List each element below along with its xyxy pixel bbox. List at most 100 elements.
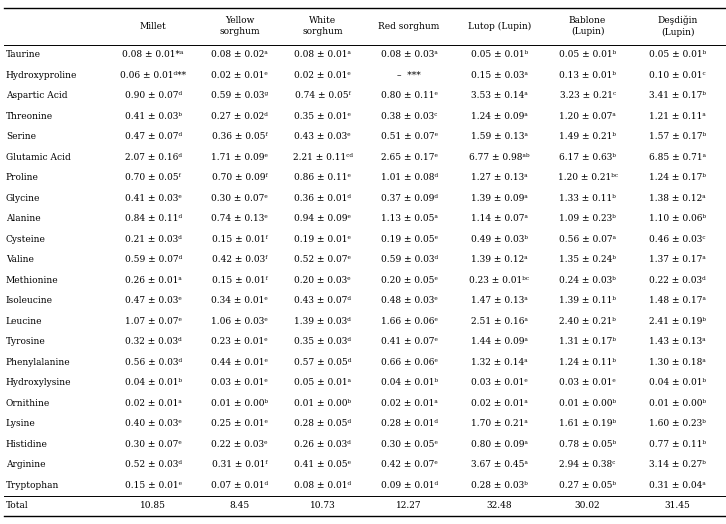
Text: 0.26 ± 0.01ᵃ: 0.26 ± 0.01ᵃ — [125, 276, 182, 285]
Text: 0.41 ± 0.07ᵉ: 0.41 ± 0.07ᵉ — [380, 337, 438, 346]
Text: 0.24 ± 0.03ᵇ: 0.24 ± 0.03ᵇ — [559, 276, 616, 285]
Text: 0.02 ± 0.01ᵉ: 0.02 ± 0.01ᵉ — [294, 71, 351, 80]
Text: 32.48: 32.48 — [486, 501, 512, 510]
Text: 0.80 ± 0.09ᵃ: 0.80 ± 0.09ᵃ — [470, 440, 528, 449]
Text: 1.44 ± 0.09ᵃ: 1.44 ± 0.09ᵃ — [470, 337, 528, 346]
Text: 1.39 ± 0.11ᵇ: 1.39 ± 0.11ᵇ — [559, 297, 616, 305]
Text: 1.49 ± 0.21ᵇ: 1.49 ± 0.21ᵇ — [559, 133, 616, 141]
Text: 0.56 ± 0.03ᵈ: 0.56 ± 0.03ᵈ — [125, 358, 182, 367]
Text: 0.32 ± 0.03ᵈ: 0.32 ± 0.03ᵈ — [125, 337, 182, 346]
Text: Hydroxyproline: Hydroxyproline — [6, 71, 77, 80]
Text: 1.24 ± 0.17ᵇ: 1.24 ± 0.17ᵇ — [649, 173, 706, 182]
Text: 0.77 ± 0.11ᵇ: 0.77 ± 0.11ᵇ — [649, 440, 706, 449]
Text: 0.02 ± 0.01ᵃ: 0.02 ± 0.01ᵃ — [471, 399, 528, 408]
Text: Tryptophan: Tryptophan — [6, 481, 60, 490]
Text: Red sorghum: Red sorghum — [378, 22, 440, 31]
Text: 0.94 ± 0.09ᵉ: 0.94 ± 0.09ᵉ — [294, 214, 351, 223]
Text: 0.08 ± 0.02ᵃ: 0.08 ± 0.02ᵃ — [211, 50, 268, 60]
Text: Phenylalanine: Phenylalanine — [6, 358, 70, 367]
Text: 1.31 ± 0.17ᵇ: 1.31 ± 0.17ᵇ — [559, 337, 616, 346]
Text: Glycine: Glycine — [6, 194, 40, 203]
Text: 1.61 ± 0.19ᵇ: 1.61 ± 0.19ᵇ — [559, 419, 616, 429]
Text: 1.47 ± 0.13ᵃ: 1.47 ± 0.13ᵃ — [471, 297, 528, 305]
Text: 0.04 ± 0.01ᵇ: 0.04 ± 0.01ᵇ — [380, 378, 438, 387]
Text: Millet: Millet — [140, 22, 166, 31]
Text: 2.65 ± 0.17ᵉ: 2.65 ± 0.17ᵉ — [380, 153, 438, 162]
Text: 0.74 ± 0.13ᵉ: 0.74 ± 0.13ᵉ — [211, 214, 268, 223]
Text: 0.35 ± 0.01ᵉ: 0.35 ± 0.01ᵉ — [294, 112, 351, 121]
Text: 0.09 ± 0.01ᵈ: 0.09 ± 0.01ᵈ — [380, 481, 438, 490]
Text: 0.23 ± 0.01ᵉ: 0.23 ± 0.01ᵉ — [211, 337, 268, 346]
Text: 6.17 ± 0.63ᵇ: 6.17 ± 0.63ᵇ — [559, 153, 616, 162]
Text: Cysteine: Cysteine — [6, 235, 46, 244]
Text: 0.20 ± 0.05ᵉ: 0.20 ± 0.05ᵉ — [380, 276, 438, 285]
Text: 0.10 ± 0.01ᶜ: 0.10 ± 0.01ᶜ — [649, 71, 706, 80]
Text: Histidine: Histidine — [6, 440, 48, 449]
Text: 0.01 ± 0.00ᵇ: 0.01 ± 0.00ᵇ — [211, 399, 269, 408]
Text: 0.28 ± 0.03ᵇ: 0.28 ± 0.03ᵇ — [471, 481, 528, 490]
Text: Taurine: Taurine — [6, 50, 41, 60]
Text: 0.30 ± 0.05ᵉ: 0.30 ± 0.05ᵉ — [380, 440, 438, 449]
Text: 0.59 ± 0.03ᵈ: 0.59 ± 0.03ᵈ — [380, 256, 438, 265]
Text: 0.28 ± 0.01ᵈ: 0.28 ± 0.01ᵈ — [380, 419, 438, 429]
Text: 1.07 ± 0.07ᵉ: 1.07 ± 0.07ᵉ — [125, 317, 182, 326]
Text: 6.85 ± 0.71ᵃ: 6.85 ± 0.71ᵃ — [649, 153, 706, 162]
Text: 1.27 ± 0.13ᵃ: 1.27 ± 0.13ᵃ — [471, 173, 528, 182]
Text: 0.74 ± 0.05ᶠ: 0.74 ± 0.05ᶠ — [295, 92, 351, 101]
Text: 0.15 ± 0.01ᶠ: 0.15 ± 0.01ᶠ — [212, 276, 268, 285]
Text: 1.38 ± 0.12ᵃ: 1.38 ± 0.12ᵃ — [649, 194, 706, 203]
Text: 3.53 ± 0.14ᵃ: 3.53 ± 0.14ᵃ — [471, 92, 528, 101]
Text: 0.51 ± 0.07ᵉ: 0.51 ± 0.07ᵉ — [380, 133, 438, 141]
Text: 0.19 ± 0.01ᵉ: 0.19 ± 0.01ᵉ — [294, 235, 351, 244]
Text: 0.02 ± 0.01ᵃ: 0.02 ± 0.01ᵃ — [125, 399, 182, 408]
Text: 0.41 ± 0.03ᵇ: 0.41 ± 0.03ᵇ — [125, 112, 182, 121]
Text: 0.66 ± 0.06ᵉ: 0.66 ± 0.06ᵉ — [380, 358, 438, 367]
Text: Arginine: Arginine — [6, 461, 45, 470]
Text: 1.48 ± 0.17ᵃ: 1.48 ± 0.17ᵃ — [649, 297, 706, 305]
Text: 0.04 ± 0.01ᵇ: 0.04 ± 0.01ᵇ — [649, 378, 706, 387]
Text: 0.03 ± 0.01ᵉ: 0.03 ± 0.01ᵉ — [471, 378, 528, 387]
Text: 1.70 ± 0.21ᵃ: 1.70 ± 0.21ᵃ — [471, 419, 528, 429]
Text: 0.44 ± 0.01ᵉ: 0.44 ± 0.01ᵉ — [211, 358, 268, 367]
Text: 0.41 ± 0.03ᵉ: 0.41 ± 0.03ᵉ — [125, 194, 182, 203]
Text: 0.03 ± 0.01ᵉ: 0.03 ± 0.01ᵉ — [559, 378, 616, 387]
Text: 0.22 ± 0.03ᵉ: 0.22 ± 0.03ᵉ — [211, 440, 268, 449]
Text: Ornithine: Ornithine — [6, 399, 50, 408]
Text: 1.37 ± 0.17ᵃ: 1.37 ± 0.17ᵃ — [649, 256, 706, 265]
Text: 0.05 ± 0.01ᵃ: 0.05 ± 0.01ᵃ — [294, 378, 351, 387]
Text: 0.43 ± 0.07ᵈ: 0.43 ± 0.07ᵈ — [294, 297, 351, 305]
Text: 0.86 ± 0.11ᵉ: 0.86 ± 0.11ᵉ — [294, 173, 351, 182]
Text: 0.43 ± 0.03ᵉ: 0.43 ± 0.03ᵉ — [294, 133, 351, 141]
Text: Aspartic Acid: Aspartic Acid — [6, 92, 68, 101]
Text: 0.20 ± 0.03ᵉ: 0.20 ± 0.03ᵉ — [294, 276, 351, 285]
Text: 1.60 ± 0.23ᵇ: 1.60 ± 0.23ᵇ — [649, 419, 706, 429]
Text: Deşdiğin
(Lupin): Deşdiğin (Lupin) — [658, 16, 698, 37]
Text: 3.41 ± 0.17ᵇ: 3.41 ± 0.17ᵇ — [649, 92, 706, 101]
Text: Yellow
sorghum: Yellow sorghum — [219, 16, 260, 36]
Text: 2.41 ± 0.19ᵇ: 2.41 ± 0.19ᵇ — [649, 317, 706, 326]
Text: 1.14 ± 0.07ᵃ: 1.14 ± 0.07ᵃ — [470, 214, 528, 223]
Text: 0.38 ± 0.03ᶜ: 0.38 ± 0.03ᶜ — [381, 112, 437, 121]
Text: 0.23 ± 0.01ᵇᶜ: 0.23 ± 0.01ᵇᶜ — [469, 276, 529, 285]
Text: 0.28 ± 0.05ᵈ: 0.28 ± 0.05ᵈ — [294, 419, 351, 429]
Text: 1.06 ± 0.03ᵉ: 1.06 ± 0.03ᵉ — [211, 317, 268, 326]
Text: 0.59 ± 0.07ᵈ: 0.59 ± 0.07ᵈ — [125, 256, 182, 265]
Text: 3.67 ± 0.45ᵃ: 3.67 ± 0.45ᵃ — [470, 461, 528, 470]
Text: 0.52 ± 0.03ᵈ: 0.52 ± 0.03ᵈ — [125, 461, 182, 470]
Text: 0.04 ± 0.01ᵇ: 0.04 ± 0.01ᵇ — [125, 378, 182, 387]
Text: 0.26 ± 0.03ᵈ: 0.26 ± 0.03ᵈ — [294, 440, 351, 449]
Text: 0.05 ± 0.01ᵇ: 0.05 ± 0.01ᵇ — [649, 50, 706, 60]
Text: Serine: Serine — [6, 133, 36, 141]
Text: 0.48 ± 0.03ᵉ: 0.48 ± 0.03ᵉ — [380, 297, 438, 305]
Text: Leucine: Leucine — [6, 317, 42, 326]
Text: 3.23 ± 0.21ᶜ: 3.23 ± 0.21ᶜ — [560, 92, 616, 101]
Text: 0.01 ± 0.00ᵇ: 0.01 ± 0.00ᵇ — [649, 399, 706, 408]
Text: 0.08 ± 0.01ᵈ: 0.08 ± 0.01ᵈ — [294, 481, 351, 490]
Text: 0.27 ± 0.05ᵇ: 0.27 ± 0.05ᵇ — [559, 481, 616, 490]
Text: Valine: Valine — [6, 256, 33, 265]
Text: 0.31 ± 0.01ᶠ: 0.31 ± 0.01ᶠ — [212, 461, 267, 470]
Text: 0.30 ± 0.07ᵉ: 0.30 ± 0.07ᵉ — [211, 194, 268, 203]
Text: 1.43 ± 0.13ᵃ: 1.43 ± 0.13ᵃ — [649, 337, 706, 346]
Text: Total: Total — [6, 501, 28, 510]
Text: 1.71 ± 0.09ᵉ: 1.71 ± 0.09ᵉ — [211, 153, 268, 162]
